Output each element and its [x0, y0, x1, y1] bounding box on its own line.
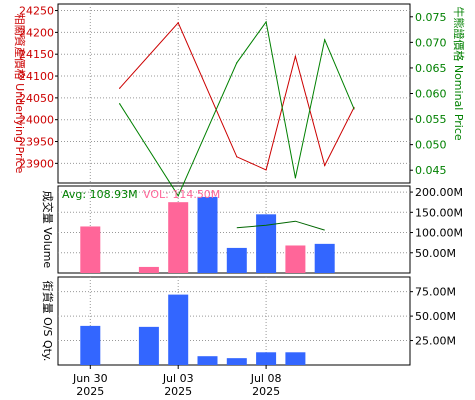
left-tick-label: 24050: [19, 92, 54, 105]
vol-label: VOL: 114.50M: [143, 188, 220, 201]
left-tick-label: 24100: [19, 70, 54, 83]
avg-label: Avg: 108.93M: [62, 188, 138, 201]
os-bar: [197, 356, 218, 365]
right-tick-label: 0.055: [415, 113, 447, 126]
volume-bar: [80, 226, 101, 273]
x-tick-year: 2025: [164, 385, 192, 398]
price-point: [177, 22, 179, 24]
volume-bar: [226, 247, 247, 273]
volume-bar: [197, 196, 218, 273]
os-tick-label: 50.00M: [415, 310, 456, 323]
price-point: [177, 195, 179, 197]
right-tick-label: 0.060: [415, 88, 447, 101]
right-axis-title: 牛熊證價格 Nominal Price: [452, 6, 466, 141]
volume-bar: [138, 266, 159, 273]
volume-tick-label: 100.00M: [415, 227, 463, 240]
volume-bar: [285, 245, 306, 273]
price-point: [119, 103, 121, 105]
price-point: [353, 108, 355, 110]
left-tick-label: 24250: [19, 5, 54, 18]
price-point: [265, 21, 267, 23]
price-point: [236, 156, 238, 158]
volume-bar: [168, 202, 189, 273]
x-tick-label: Jul 03: [162, 372, 194, 385]
left-tick-label: 23950: [19, 136, 54, 149]
left-tick-label: 24150: [19, 48, 54, 61]
volume-tick-label: 150.00M: [415, 206, 463, 219]
panel-frame-3: [57, 276, 411, 366]
x-tick-year: 2025: [252, 385, 280, 398]
left-tick-label: 23900: [19, 157, 54, 170]
price-point: [294, 55, 296, 57]
os-bar: [138, 326, 159, 365]
price-point: [294, 177, 296, 179]
volume-tick-label: 200.00M: [415, 186, 463, 199]
os-tick-label: 25.00M: [415, 335, 456, 348]
right-tick-label: 0.065: [415, 62, 447, 75]
left-tick-label: 24200: [19, 26, 54, 39]
volume-average-line: [236, 220, 325, 231]
os-tick-label: 75.00M: [415, 286, 456, 299]
os-bar: [285, 352, 306, 365]
x-tick-year: 2025: [76, 385, 104, 398]
os-axis-title: 街貨量 O/S Qty.: [41, 281, 55, 362]
left-tick-label: 24000: [19, 114, 54, 127]
volume-axis-title: 成交量 Volume: [41, 191, 55, 269]
volume-bar: [256, 214, 277, 273]
os-bar: [226, 358, 247, 365]
volume-bar: [314, 243, 335, 273]
price-point: [324, 39, 326, 41]
right-tick-label: 0.045: [415, 164, 447, 177]
price-point: [265, 169, 267, 171]
os-bar: [80, 325, 101, 365]
price-point: [324, 164, 326, 167]
left-axis-title: 相關資產價格 Underlying Price: [13, 14, 27, 174]
os-bar: [256, 352, 277, 365]
x-tick-label: Jul 08: [250, 372, 282, 385]
os-bar: [168, 294, 189, 365]
x-tick-label: Jun 30: [72, 372, 108, 385]
price-point: [119, 87, 121, 89]
right-tick-label: 0.050: [415, 139, 447, 152]
right-tick-label: 0.075: [415, 11, 447, 24]
price-point: [236, 62, 238, 64]
panel-frame-1: [57, 3, 411, 184]
volume-tick-label: 50.00M: [415, 247, 456, 260]
right-tick-label: 0.070: [415, 36, 447, 49]
